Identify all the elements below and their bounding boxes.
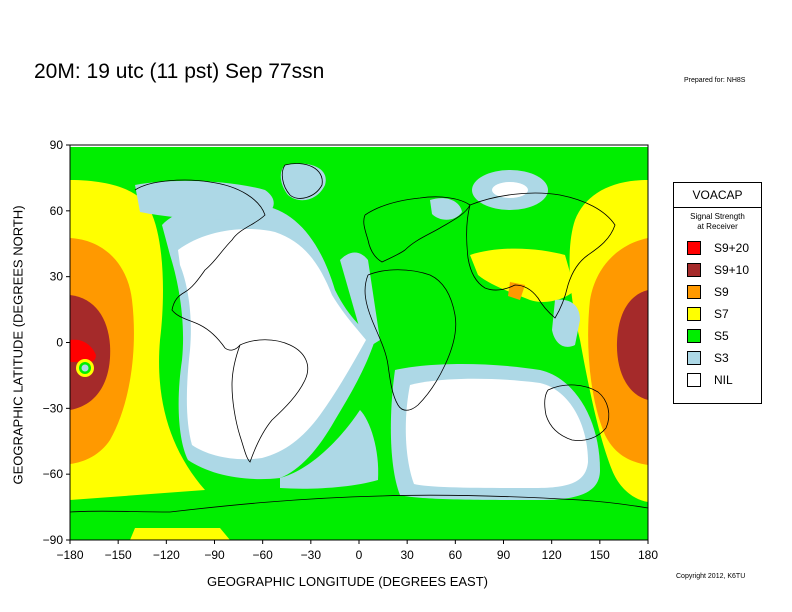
x-tick-label: 90: [497, 548, 511, 562]
x-tick-label: 30: [400, 548, 414, 562]
zone-yellow-south-patch: [130, 528, 230, 540]
coast-antarctica-west: [70, 510, 171, 513]
legend-item: S5: [687, 329, 729, 343]
x-tick-label: −120: [153, 548, 180, 562]
coast-asia: [466, 192, 616, 319]
legend-label: S9+10: [714, 263, 750, 277]
y-tick-label: 0: [56, 336, 63, 350]
legend-label: S9+20: [714, 241, 750, 255]
legend: VOACAP Signal Strength at Receiver S9+20…: [673, 182, 762, 404]
zone-nil-north-edge: [70, 145, 648, 147]
legend-item: S3: [687, 351, 729, 365]
x-axis-label: GEOGRAPHIC LONGITUDE (DEGREES EAST): [207, 574, 488, 589]
y-tick-label: −90: [43, 533, 64, 547]
coast-africa: [364, 269, 457, 411]
legend-label: S9: [714, 285, 729, 299]
legend-item: S9+20: [687, 241, 749, 255]
legend-swatch: [687, 241, 701, 255]
zone-s9p20-west: [70, 339, 96, 363]
legend-swatch: [687, 307, 701, 321]
copyright-note: Copyright 2012, K6TU: [676, 573, 746, 580]
coast-australia: [544, 384, 610, 441]
zone-s7-asia: [470, 248, 575, 302]
zone-s9p10-east: [616, 290, 648, 400]
prepared-for-note: Prepared for: NH8S: [684, 77, 746, 84]
zone-s3-greenland: [280, 163, 326, 201]
legend-title: VOACAP: [674, 183, 761, 208]
x-tick-label: 180: [638, 548, 658, 562]
x-tick-label: −60: [252, 548, 273, 562]
legend-label: S3: [714, 351, 729, 365]
x-tick-label: −90: [204, 548, 225, 562]
legend-label: NIL: [714, 373, 733, 387]
legend-item: S9: [687, 285, 729, 299]
y-tick-label: −30: [43, 401, 64, 415]
x-tick-label: −30: [301, 548, 322, 562]
legend-subtitle-line1: Signal Strength: [690, 212, 745, 221]
y-tick-label: 60: [50, 204, 64, 218]
legend-label: S5: [714, 329, 729, 343]
coastlines: [70, 163, 648, 513]
zone-nil-south: [405, 378, 588, 488]
map-title: 20M: 19 utc (11 pst) Sep 77ssn: [34, 60, 325, 83]
x-tick-label: −180: [56, 548, 83, 562]
legend-swatch: [687, 351, 701, 365]
legend-item: S7: [687, 307, 729, 321]
legend-swatch: [687, 329, 701, 343]
zone-s3-southwedge: [280, 410, 379, 489]
zone-nil-americas: [178, 229, 366, 460]
legend-subtitle-line2: at Receiver: [697, 222, 738, 231]
x-tick-label: 60: [449, 548, 463, 562]
x-tick-label: 120: [542, 548, 562, 562]
y-tick-label: 30: [50, 270, 64, 284]
legend-item: S9+10: [687, 263, 749, 277]
x-tick-label: −150: [105, 548, 132, 562]
legend-swatch: [687, 263, 701, 277]
x-ticks: −180 −150 −120 −90 −60 −30 0 30 60 90 120 150 180: [56, 540, 658, 562]
y-axis-label: GEOGRAPHIC LATITUDE (DEGREES NORTH): [10, 205, 26, 485]
x-tick-label: 0: [356, 548, 363, 562]
zone-nil-arctic: [492, 182, 528, 198]
coast-north-america: [134, 179, 266, 351]
coast-south-america: [231, 339, 309, 463]
zone-s3-europe: [430, 198, 462, 220]
y-ticks: 90 60 30 0 −30 −60 −90: [43, 138, 70, 547]
zone-s3-atlantic: [340, 252, 380, 345]
legend-item: NIL: [687, 373, 733, 387]
coast-greenland: [281, 163, 323, 199]
legend-swatch: [687, 285, 701, 299]
coast-europe: [363, 196, 471, 263]
legend-swatch: [687, 373, 701, 387]
zone-s3-indian: [552, 299, 580, 347]
y-tick-label: −60: [43, 467, 64, 481]
zone-spot-blue: [81, 364, 89, 372]
x-tick-label: 150: [590, 548, 610, 562]
y-tick-label: 90: [50, 138, 64, 152]
coast-antarctica: [169, 494, 648, 513]
legend-label: S7: [714, 307, 729, 321]
coverage-layers: [70, 145, 648, 540]
legend-subtitle: Signal Strength at Receiver: [674, 212, 761, 232]
